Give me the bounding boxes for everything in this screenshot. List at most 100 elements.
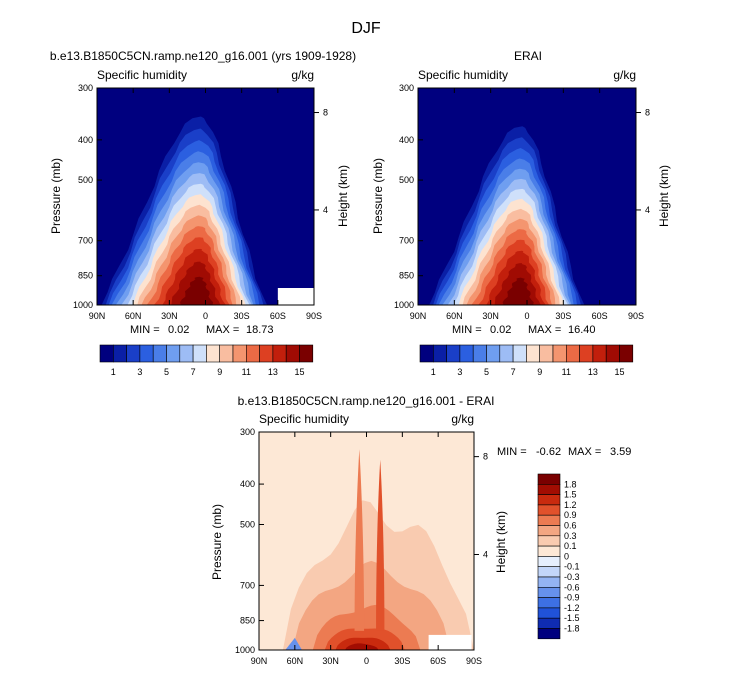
y-tick-label: 300 bbox=[399, 83, 414, 93]
colorbar-label: 9 bbox=[217, 367, 222, 377]
panel-erai-ylabel: Pressure (mb) bbox=[371, 158, 385, 234]
colorbar-swatch bbox=[605, 344, 620, 363]
y-tick-label: 400 bbox=[78, 135, 93, 145]
colorbar-swatch bbox=[113, 344, 127, 363]
missing-data-region bbox=[428, 634, 472, 650]
colorbar-swatch bbox=[206, 344, 220, 363]
colorbar-label: 1.8 bbox=[564, 479, 577, 489]
y-tick-label: 500 bbox=[240, 519, 255, 529]
y-tick-label: 850 bbox=[399, 271, 414, 281]
colorbar-label: 11 bbox=[562, 367, 571, 377]
colorbar-swatch bbox=[537, 617, 561, 629]
panel-erai: ERAI Specific humidity g/kg 90N 60N 30N 0 30… bbox=[371, 49, 671, 377]
min-value: 0.02 bbox=[168, 324, 189, 336]
x-tick-label: 90N bbox=[410, 311, 427, 321]
colorbar-swatch bbox=[537, 607, 561, 619]
min-label: MIN = bbox=[452, 324, 482, 336]
y-tick-label: 500 bbox=[78, 175, 93, 185]
colorbar-swatch bbox=[539, 344, 554, 363]
x-tick-label: 60S bbox=[270, 311, 286, 321]
min-value: -0.62 bbox=[536, 446, 561, 458]
x-tick-label: 90S bbox=[628, 311, 644, 321]
colorbar-label: -1.2 bbox=[564, 603, 580, 613]
colorbar-swatch bbox=[472, 344, 487, 363]
contour-fills bbox=[418, 88, 636, 305]
colorbar-swatch bbox=[272, 344, 287, 363]
colorbar-swatch bbox=[537, 514, 561, 526]
x-tick-label: 60N bbox=[287, 656, 304, 666]
colorbar-swatch bbox=[537, 535, 561, 547]
colorbar-label: 3 bbox=[137, 367, 142, 377]
missing-data-region bbox=[277, 288, 314, 305]
y-tick-label: 1000 bbox=[73, 300, 93, 310]
colorbar-swatch bbox=[139, 344, 154, 363]
right-tick-label: 8 bbox=[323, 108, 328, 118]
colorbar-swatch bbox=[166, 344, 181, 363]
colorbar-swatch bbox=[99, 344, 114, 363]
colorbar-swatch bbox=[192, 344, 207, 363]
y-tick-label: 1000 bbox=[394, 300, 414, 310]
panel-model-ylabel: Pressure (mb) bbox=[49, 158, 63, 234]
x-tick-label: 0 bbox=[524, 311, 529, 321]
colorbar-label: 7 bbox=[511, 367, 516, 377]
negative-difference bbox=[285, 637, 302, 650]
panel-model-right-ylabel: Height (km) bbox=[336, 165, 350, 227]
max-value: 16.40 bbox=[568, 324, 596, 336]
colorbar-swatch bbox=[537, 483, 561, 495]
figure-title: DJF bbox=[351, 20, 381, 37]
y-tick-label: 700 bbox=[399, 236, 414, 246]
contour-level-15 bbox=[180, 276, 214, 305]
colorbar-swatch bbox=[537, 628, 561, 640]
min-label: MIN = bbox=[497, 446, 527, 458]
colorbar-label: 5 bbox=[164, 367, 169, 377]
panel-difference-title: b.e13.B1850C5CN.ramp.ne120_g16.001 - ERA… bbox=[238, 394, 495, 408]
panel-difference-stats: MIN = -0.62 MAX = 3.59 bbox=[497, 446, 631, 458]
x-tick-label: 90S bbox=[466, 656, 482, 666]
x-tick-label: 30S bbox=[394, 656, 410, 666]
colorbar-swatch bbox=[499, 344, 514, 363]
panel-erai-plot: 90N 60N 30N 0 30S 60S 90S 300 400 500 700 850 1000 8 4 bbox=[394, 83, 650, 321]
max-label: MAX = bbox=[528, 324, 561, 336]
colorbar-swatch bbox=[565, 344, 580, 363]
panel-erai-stats: MIN = 0.02 MAX = 16.40 bbox=[452, 324, 596, 336]
panel-model-title: b.e13.B1850C5CN.ramp.ne120_g16.001 (yrs … bbox=[50, 49, 356, 63]
colorbar-label: 13 bbox=[268, 367, 278, 377]
colorbar-label: 11 bbox=[242, 367, 251, 377]
difference-plume bbox=[376, 459, 385, 631]
y-tick-label: 400 bbox=[399, 135, 414, 145]
colorbar-swatch bbox=[537, 545, 561, 557]
panel-model-stats: MIN = 0.02 MAX = 18.73 bbox=[130, 324, 274, 336]
panel-erai-left-label: Specific humidity bbox=[418, 68, 508, 82]
panel-erai-colorbar: 1 3 5 7 9 11 13 15 bbox=[419, 344, 634, 377]
panel-model-left-label: Specific humidity bbox=[97, 68, 187, 82]
colorbar-label: 1 bbox=[111, 367, 116, 377]
colorbar-swatch bbox=[432, 344, 447, 363]
colorbar-label: 9 bbox=[537, 367, 542, 377]
colorbar-label: 1.5 bbox=[564, 490, 577, 500]
colorbar-label: 5 bbox=[484, 367, 489, 377]
panel-model-units: g/kg bbox=[291, 68, 314, 82]
colorbar-label: -0.9 bbox=[564, 593, 580, 603]
x-tick-label: 60S bbox=[430, 656, 446, 666]
panel-difference-ylabel: Pressure (mb) bbox=[210, 504, 224, 580]
x-tick-label: 30N bbox=[322, 656, 339, 666]
panel-difference-units: g/kg bbox=[451, 412, 474, 426]
y-tick-label: 400 bbox=[240, 479, 255, 489]
colorbar-swatch bbox=[526, 344, 541, 363]
panel-erai-title: ERAI bbox=[514, 49, 542, 63]
colorbar-swatch bbox=[219, 344, 234, 363]
colorbar-swatch bbox=[579, 344, 594, 363]
x-tick-label: 90N bbox=[89, 311, 106, 321]
colorbar-swatch bbox=[152, 344, 167, 363]
panel-erai-right-ylabel: Height (km) bbox=[657, 165, 671, 227]
panel-model-colorbar: 1 3 5 7 9 11 13 15 bbox=[99, 344, 314, 377]
max-label: MAX = bbox=[568, 446, 601, 458]
y-tick-label: 700 bbox=[78, 236, 93, 246]
panel-difference-right-ylabel: Height (km) bbox=[494, 511, 508, 573]
colorbar-label: -1.8 bbox=[564, 624, 580, 634]
y-tick-label: 1000 bbox=[235, 645, 255, 655]
colorbar-swatch bbox=[619, 344, 634, 363]
x-tick-label: 30S bbox=[234, 311, 250, 321]
panel-difference-colorbar: 1.81.51.20.90.60.30.10-0.1-0.3-0.6-0.9-1… bbox=[537, 473, 580, 640]
colorbar-swatch bbox=[537, 473, 561, 485]
